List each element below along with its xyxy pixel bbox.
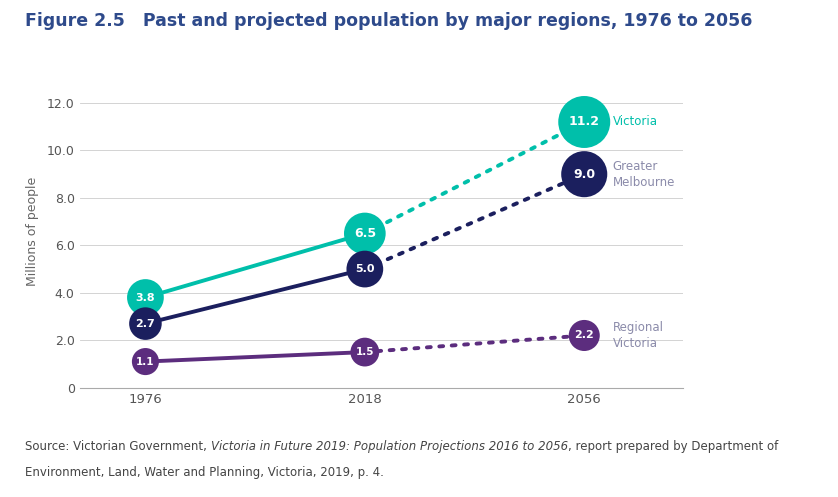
Point [139, 320, 153, 328]
Text: 2.2: 2.2 [574, 331, 594, 340]
Text: 11.2: 11.2 [569, 115, 600, 129]
Point [358, 348, 371, 356]
Text: 3.8: 3.8 [136, 293, 155, 303]
Text: 9.0: 9.0 [573, 167, 595, 181]
Text: 6.5: 6.5 [354, 227, 376, 240]
Point [139, 294, 153, 302]
Text: 5.0: 5.0 [355, 264, 375, 274]
Text: Environment, Land, Water and Planning, Victoria, 2019, p. 4.: Environment, Land, Water and Planning, V… [25, 466, 384, 479]
Point [577, 331, 591, 339]
Point [358, 230, 371, 238]
Text: 2.7: 2.7 [136, 319, 155, 329]
Text: Greater
Melbourne: Greater Melbourne [613, 160, 675, 189]
Text: Source: Victorian Government,: Source: Victorian Government, [25, 440, 211, 453]
Text: Regional
Victoria: Regional Victoria [613, 321, 664, 350]
Point [577, 118, 591, 126]
Y-axis label: Millions of people: Millions of people [25, 176, 39, 286]
Text: , report prepared by Department of: , report prepared by Department of [568, 440, 779, 453]
Point [358, 265, 371, 273]
Text: Figure 2.5   Past and projected population by major regions, 1976 to 2056: Figure 2.5 Past and projected population… [25, 12, 753, 30]
Text: 1.5: 1.5 [355, 347, 374, 357]
Text: 1.1: 1.1 [137, 356, 155, 367]
Text: Victoria in Future 2019: Population Projections 2016 to 2056: Victoria in Future 2019: Population Proj… [211, 440, 568, 453]
Text: Victoria: Victoria [613, 115, 658, 129]
Point [139, 358, 153, 366]
Point [577, 170, 591, 178]
